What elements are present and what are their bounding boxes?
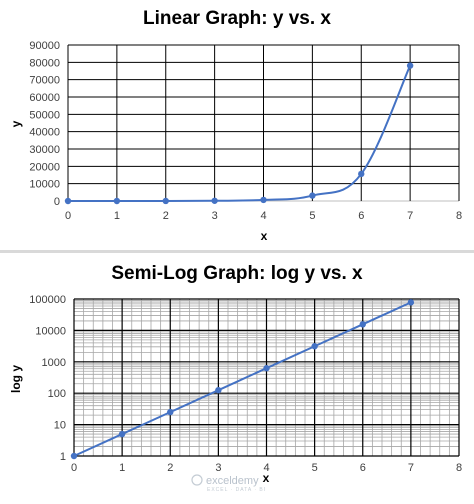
linear-y-tick-label: 10000 (29, 179, 60, 191)
linear-data-point (358, 170, 365, 178)
semilog-grid (73, 298, 460, 457)
linear-x-tick-label: 3 (212, 210, 218, 222)
linear-x-tick-label: 1 (114, 210, 120, 222)
watermark-logo: exceldemy EXCEL · DATA · BI (191, 474, 266, 493)
linear-chart-title: Linear Graph: y vs. x (143, 8, 331, 29)
linear-x-tick-label: 2 (163, 210, 169, 222)
semilog-data-point (359, 321, 366, 328)
linear-data-point (64, 197, 72, 205)
semilog-data-point (70, 452, 78, 460)
semilog-x-tick-label: 0 (71, 462, 77, 474)
linear-grid (67, 44, 460, 202)
semilog-data-point (311, 343, 318, 350)
semilog-chart-panel: Semi-Log Graph: log y vs. x 1 10 100 1000 10… (0, 253, 474, 504)
semilog-x-tick-label: 7 (408, 462, 414, 474)
semilog-chart: Semi-Log Graph: log y vs. x 110100100010… (9, 263, 462, 493)
semilog-x-tick-label: 2 (167, 462, 173, 474)
linear-x-tick-label: 5 (309, 210, 315, 222)
linear-y-tick-label: 20000 (29, 161, 60, 173)
linear-y-tick-label: 60000 (29, 92, 60, 104)
semilog-y-axis-label: log y (9, 365, 23, 393)
linear-x-tick-label: 7 (407, 210, 413, 222)
linear-chart-panel: Linear Graph: y vs. x 0 10000 20000 30000 40… (0, 0, 474, 250)
semilog-x-tick-label: 8 (456, 462, 462, 474)
semilog-data-point (407, 299, 415, 306)
linear-y-tick-label: 90000 (29, 40, 60, 52)
semilog-x-tick-label: 1 (119, 462, 125, 474)
linear-data-point (309, 192, 316, 199)
linear-y-tick-label: 70000 (29, 75, 60, 87)
linear-x-tick-label: 4 (260, 210, 266, 222)
semilog-y-tick-label: 100000 (29, 294, 66, 306)
linear-y-tick-label: 0 (54, 196, 60, 208)
semilog-x-tick-label: 3 (215, 462, 221, 474)
linear-data-point (406, 62, 414, 69)
semilog-data-point (118, 430, 126, 438)
linear-y-tick-labels: 0 10000 20000 30000 40000 50000 60000 70000 8000… (29, 40, 60, 208)
linear-x-tick-labels: 0 1 2 3 4 5 6 7 8 (65, 210, 462, 222)
semilog-data-point (167, 408, 174, 416)
linear-y-tick-label: 50000 (29, 109, 60, 121)
linear-y-tick-label: 40000 (29, 127, 60, 139)
semilog-y-tick-label: 1000 (42, 357, 66, 369)
semilog-y-tick-label: 10000 (35, 325, 66, 337)
semilog-chart-title: Semi-Log Graph: log y vs. x (111, 263, 363, 284)
linear-data-points (64, 62, 414, 205)
linear-data-point (260, 196, 267, 204)
chart-divider (0, 250, 474, 253)
linear-series-line (67, 65, 412, 202)
linear-y-tick-label: 30000 (29, 144, 60, 156)
semilog-y-tick-labels: 1 10 100 1000 10000 100000 (29, 294, 66, 463)
watermark-tagline: EXCEL · DATA · BI (207, 487, 266, 493)
linear-x-tick-label: 0 (65, 210, 71, 222)
semilog-y-tick-label: 10 (54, 420, 66, 432)
semilog-y-tick-label: 100 (48, 388, 66, 400)
semilog-x-tick-label: 5 (312, 462, 318, 474)
semilog-y-tick-label: 1 (60, 451, 66, 463)
linear-x-axis-label: x (261, 229, 268, 243)
linear-x-tick-label: 8 (456, 210, 462, 222)
semilog-series-line (73, 301, 412, 457)
semilog-data-points (70, 299, 415, 460)
linear-data-point (113, 197, 121, 205)
watermark-name: exceldemy (206, 475, 259, 487)
semilog-x-axis-label: x (263, 471, 270, 485)
linear-data-point (211, 197, 218, 204)
semilog-x-tick-label: 4 (263, 462, 269, 474)
semilog-x-tick-labels: 0 1 2 3 4 5 6 7 8 (71, 462, 462, 474)
watermark-logo-icon (191, 474, 203, 486)
linear-x-tick-label: 6 (358, 210, 364, 222)
semilog-data-point (215, 386, 222, 394)
linear-chart: Linear Graph: y vs. x 010000200003000040… (9, 8, 462, 243)
semilog-x-tick-label: 6 (360, 462, 366, 474)
linear-y-tick-label: 80000 (29, 57, 60, 69)
semilog-data-point (263, 365, 270, 372)
linear-y-axis-label: y (9, 120, 23, 127)
linear-data-point (162, 197, 169, 205)
